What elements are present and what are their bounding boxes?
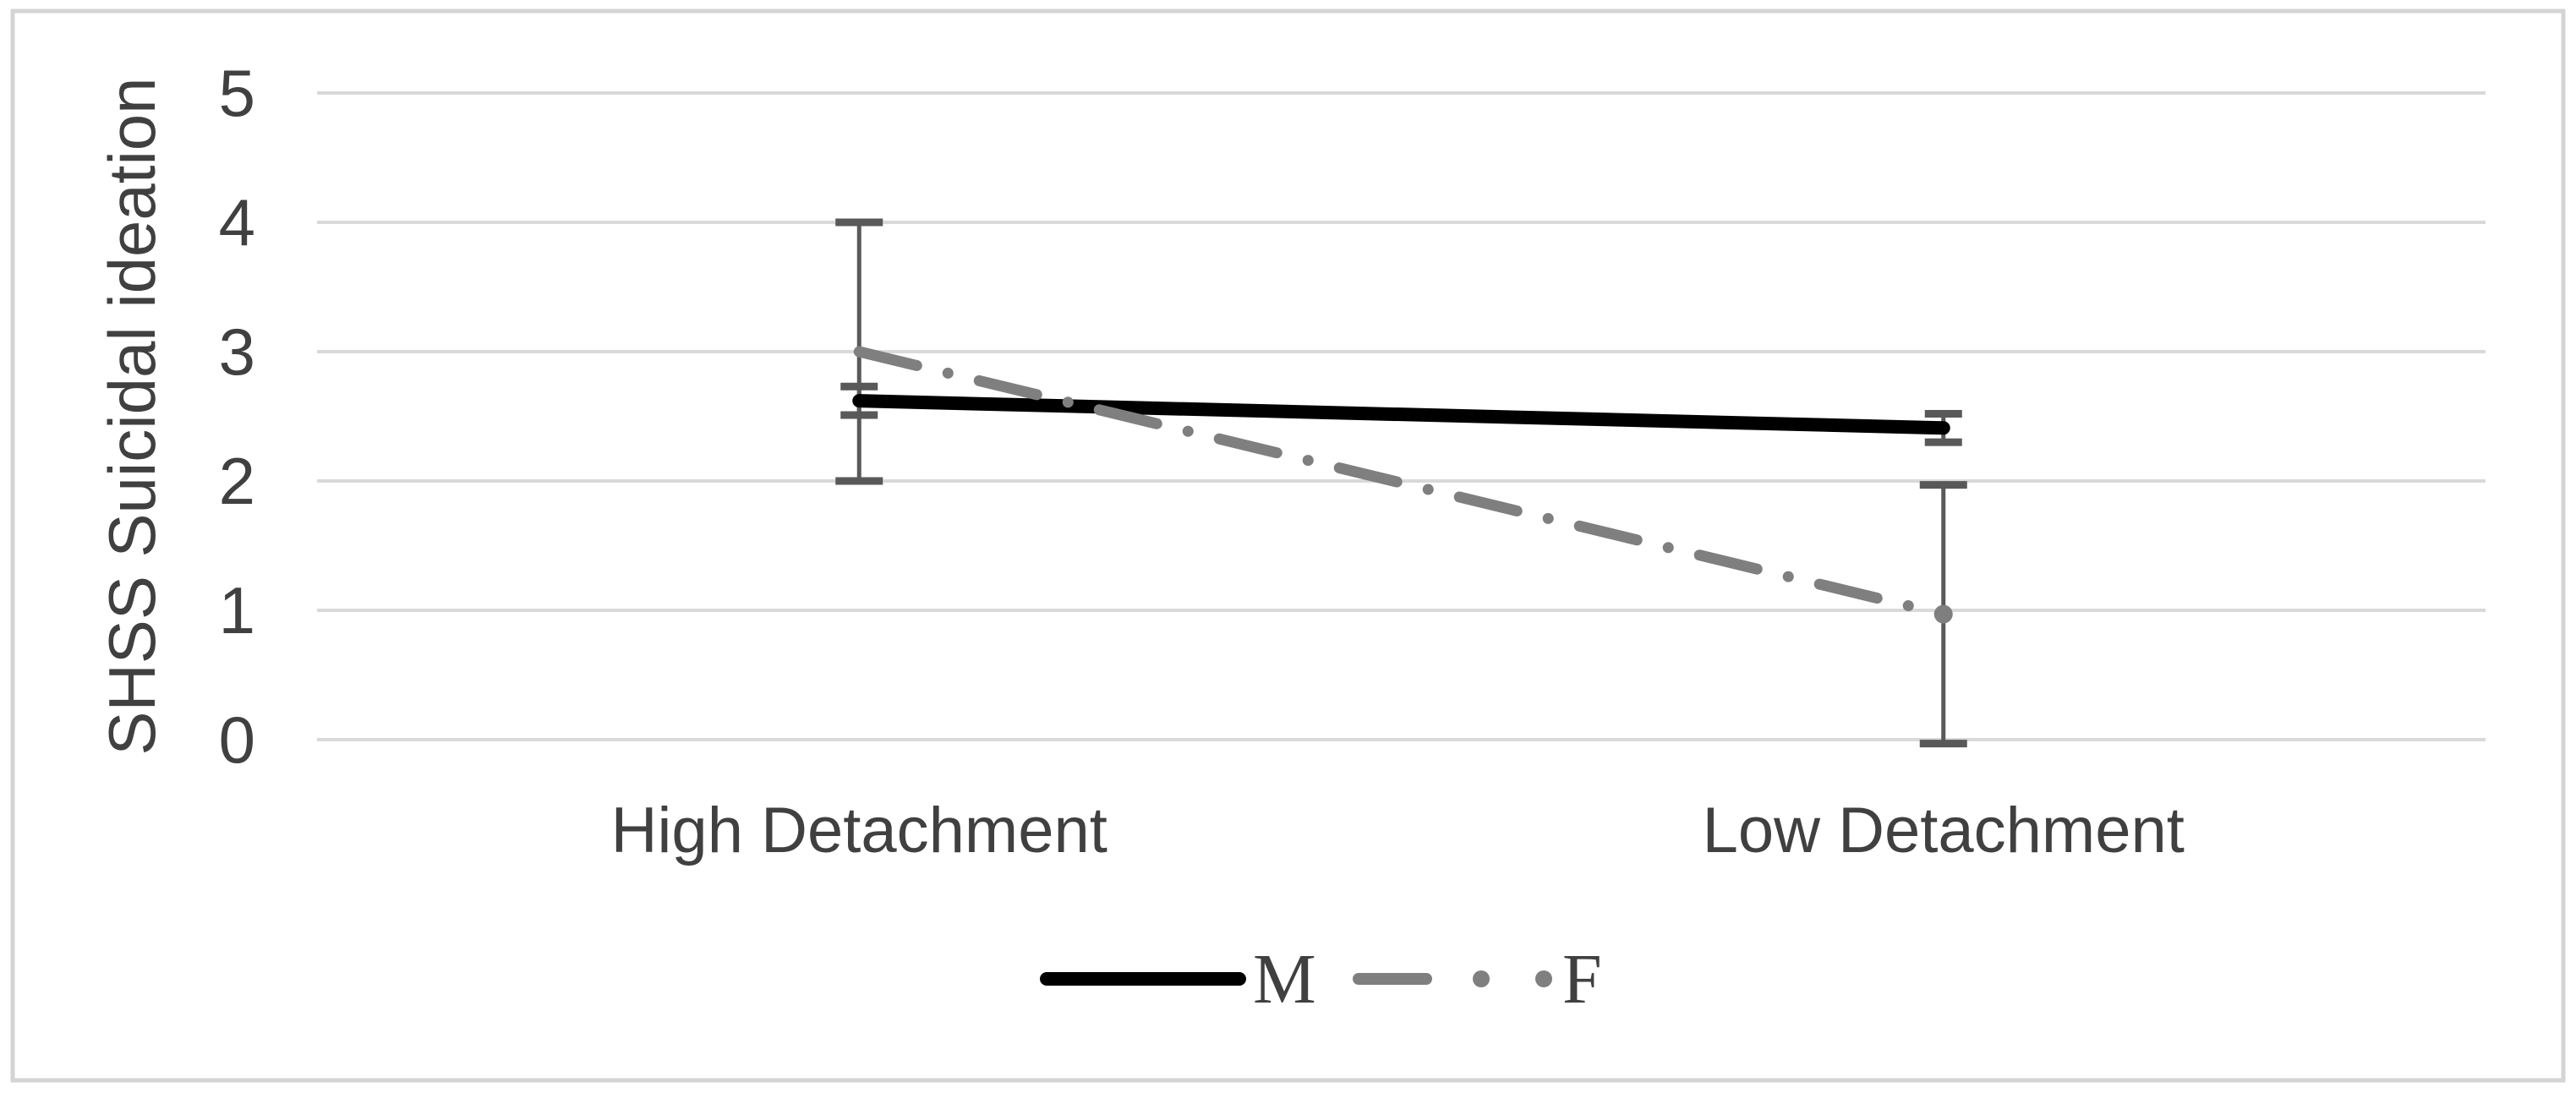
y-tick-label: 3 (219, 314, 255, 389)
legend-label-F: F (1562, 940, 1602, 1019)
chart-border (10, 8, 2566, 1083)
legend-sample-dot-F (1473, 970, 1490, 987)
y-tick-label: 2 (219, 444, 255, 518)
series-line-M (852, 394, 1950, 435)
legend-sample-dot-F (1535, 970, 1552, 987)
series-line-F (853, 346, 1950, 620)
legend-label-M: M (1253, 940, 1316, 1019)
y-tick-label: 0 (219, 702, 255, 777)
y-tick-label: 5 (219, 56, 255, 130)
y-axis-title: SHSS Suicidal ideation (95, 77, 169, 755)
category-label: High Detachment (611, 795, 1108, 866)
category-label: Low Detachment (1703, 795, 2185, 866)
y-tick-label: 4 (219, 185, 255, 260)
y-tick-label: 1 (219, 573, 255, 648)
series-end-dot-F (1933, 604, 1953, 624)
